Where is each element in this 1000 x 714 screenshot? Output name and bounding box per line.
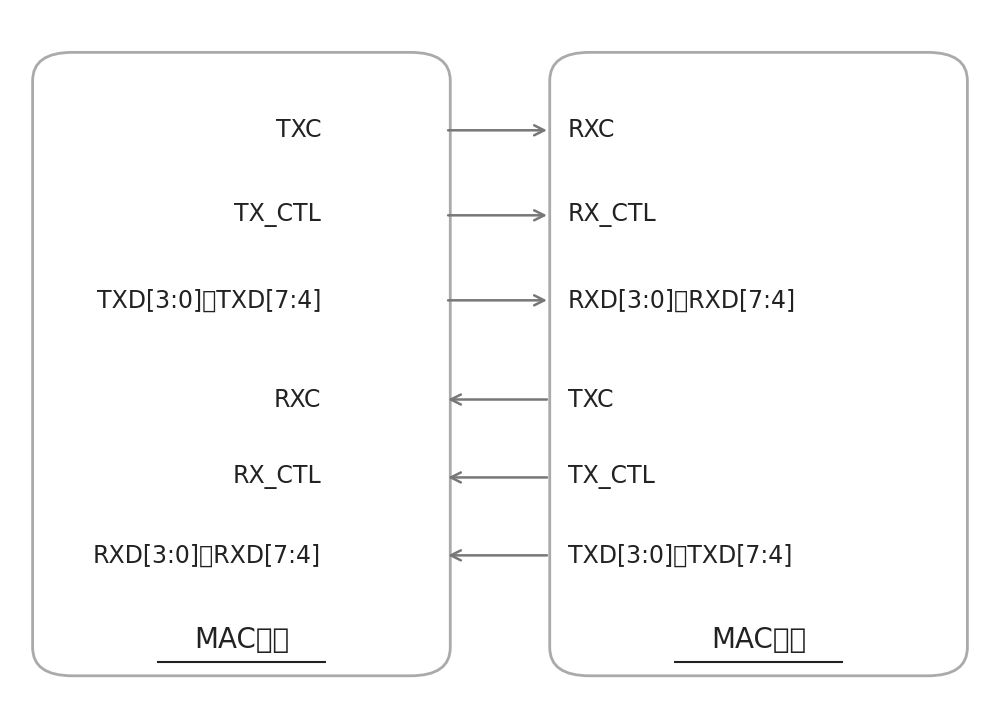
Text: RXC: RXC (274, 388, 321, 411)
Text: RX_CTL: RX_CTL (232, 466, 321, 489)
Text: RXC: RXC (568, 119, 615, 142)
Text: RX_CTL: RX_CTL (568, 203, 656, 227)
Text: TX_CTL: TX_CTL (234, 203, 321, 227)
Text: RXD[3:0]、RXD[7:4]: RXD[3:0]、RXD[7:4] (568, 288, 796, 312)
Text: MAC单元: MAC单元 (194, 626, 289, 654)
FancyBboxPatch shape (33, 52, 450, 675)
Text: RXD[3:0]、RXD[7:4]: RXD[3:0]、RXD[7:4] (93, 543, 321, 568)
Text: TXC: TXC (276, 119, 321, 142)
Text: MAC单元: MAC单元 (711, 626, 806, 654)
FancyBboxPatch shape (550, 52, 967, 675)
Text: TXD[3:0]、TXD[7:4]: TXD[3:0]、TXD[7:4] (568, 543, 792, 568)
Text: TXC: TXC (568, 388, 613, 411)
Text: TXD[3:0]、TXD[7:4]: TXD[3:0]、TXD[7:4] (97, 288, 321, 312)
Text: TX_CTL: TX_CTL (568, 466, 654, 489)
